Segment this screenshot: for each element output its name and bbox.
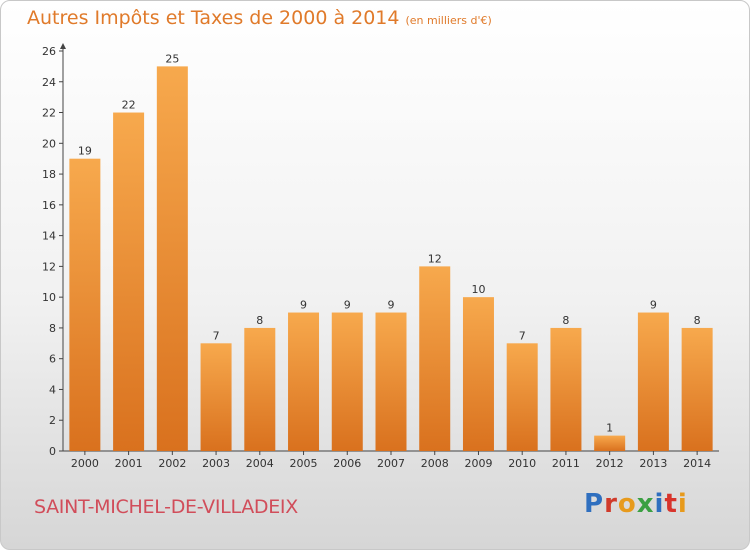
bar <box>462 297 494 451</box>
y-tick-label: 12 <box>42 260 56 273</box>
data-label: 12 <box>428 252 442 265</box>
bar <box>375 312 407 451</box>
x-tick-label: 2011 <box>552 457 580 470</box>
x-tick-label: 2014 <box>683 457 711 470</box>
bar <box>69 158 101 451</box>
data-label: 10 <box>471 283 485 296</box>
data-label: 7 <box>213 329 220 342</box>
y-tick-label: 22 <box>42 107 56 120</box>
bar <box>506 343 538 451</box>
bar <box>419 266 451 451</box>
logo-letter: i <box>654 489 665 519</box>
data-label: 22 <box>122 99 136 112</box>
x-tick-label: 2001 <box>115 457 143 470</box>
y-tick-label: 4 <box>49 383 56 396</box>
y-tick-label: 6 <box>49 353 56 366</box>
data-label: 8 <box>562 314 569 327</box>
x-tick-label: 2013 <box>639 457 667 470</box>
data-label: 9 <box>388 299 395 312</box>
x-tick-label: 2004 <box>246 457 274 470</box>
data-label: 19 <box>78 145 92 158</box>
data-label: 9 <box>300 299 307 312</box>
y-tick-label: 24 <box>42 76 56 89</box>
bar <box>244 327 276 451</box>
data-label: 1 <box>606 422 613 435</box>
title-text: Autres Impôts et Taxes de 2000 à 2014 <box>27 7 400 29</box>
x-tick-label: 2006 <box>333 457 361 470</box>
x-tick-label: 2005 <box>290 457 318 470</box>
labels: 1920002220012520027200382004920059200692… <box>71 52 711 470</box>
x-tick-label: 2008 <box>421 457 449 470</box>
logo-letter: x <box>636 489 655 519</box>
proxiti-logo[interactable]: Proxiti <box>584 489 688 519</box>
data-label: 9 <box>344 299 351 312</box>
x-tick-label: 2000 <box>71 457 99 470</box>
data-label: 8 <box>694 314 701 327</box>
bar <box>550 327 582 451</box>
y-tick-label: 2 <box>49 414 56 427</box>
x-tick-label: 2007 <box>377 457 405 470</box>
y-tick-label: 20 <box>42 137 56 150</box>
y-tick-label: 8 <box>49 322 56 335</box>
bar <box>288 312 320 451</box>
data-label: 8 <box>256 314 263 327</box>
y-tick-label: 0 <box>49 445 56 458</box>
y-tick-label: 14 <box>42 230 56 243</box>
bar <box>637 312 669 451</box>
logo-letter: r <box>604 489 618 519</box>
x-tick-label: 2012 <box>596 457 624 470</box>
title-unit: (en milliers d'€) <box>405 14 492 27</box>
bar <box>156 66 188 451</box>
logo-letter: t <box>664 489 678 519</box>
x-tick-label: 2010 <box>508 457 536 470</box>
bar <box>594 435 626 451</box>
data-label: 9 <box>650 299 657 312</box>
bar <box>200 343 232 451</box>
data-label: 7 <box>519 329 526 342</box>
bar <box>331 312 363 451</box>
y-tick-label: 10 <box>42 291 56 304</box>
y-tick-label: 18 <box>42 168 56 181</box>
bar <box>681 327 713 451</box>
commune-name: SAINT-MICHEL-DE-VILLADEIX <box>34 496 298 518</box>
bars <box>69 66 713 452</box>
y-tick-label: 16 <box>42 199 56 212</box>
y-axis-arrow <box>60 43 66 49</box>
logo-letter: o <box>617 489 637 519</box>
data-label: 25 <box>165 52 179 65</box>
x-tick-label: 2003 <box>202 457 230 470</box>
y-tick-label: 26 <box>42 45 56 58</box>
logo-letter: i <box>677 489 688 519</box>
bar <box>113 112 145 452</box>
x-tick-label: 2009 <box>464 457 492 470</box>
x-tick-label: 2002 <box>158 457 186 470</box>
chart-title: Autres Impôts et Taxes de 2000 à 2014 (en… <box>27 7 492 29</box>
logo-letter: P <box>584 489 605 519</box>
